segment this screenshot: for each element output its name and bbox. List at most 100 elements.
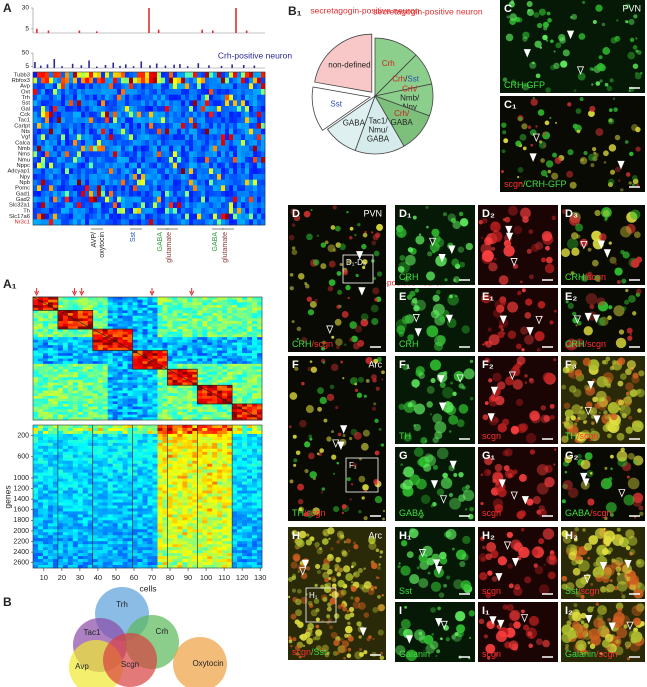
heatmap-cell (221, 202, 226, 209)
heatmap-cell (132, 305, 138, 308)
heatmap-cell (137, 185, 142, 192)
heatmap-cell (137, 366, 143, 370)
heatmap-cell (37, 334, 44, 338)
bar-title: Crh-positive neuron (218, 50, 292, 60)
heatmap-cell (137, 382, 143, 386)
heatmap-cell (152, 337, 158, 341)
heatmap-cell (232, 472, 238, 476)
heatmap-cell (53, 168, 58, 175)
heatmap-cell (192, 448, 198, 453)
heatmap-cell (85, 219, 90, 226)
heatmap-cell (92, 355, 99, 359)
heatmap-cell (49, 179, 54, 186)
heatmap-cell (33, 219, 38, 226)
heatmap-cell (92, 299, 99, 303)
heatmap-cell (47, 466, 54, 470)
heatmap-cell (87, 409, 94, 413)
heatmap-cell (205, 191, 210, 197)
heatmap-cell (162, 395, 168, 399)
heatmap-cell (261, 106, 266, 112)
heatmap-cell (125, 145, 130, 152)
heatmap-cell (247, 403, 253, 407)
heatmap-cell (181, 100, 186, 107)
heatmap-cell (72, 374, 79, 378)
heatmap-cell (101, 219, 106, 226)
heatmap-cell (42, 427, 49, 432)
heatmap-cell (152, 460, 158, 465)
heatmap-cell (112, 299, 118, 303)
heatmap-cell (77, 162, 82, 169)
heatmap-cell (202, 478, 208, 482)
heatmap-cell (33, 89, 38, 95)
heatmap-cell (169, 77, 174, 84)
heatmap-cell (122, 318, 128, 322)
heatmap-cell (187, 339, 193, 343)
heatmap-cell (125, 208, 130, 214)
heatmap-cell (232, 475, 238, 479)
heatmap-cell (217, 469, 223, 473)
heatmap-cell (132, 379, 138, 383)
heatmap-cell (227, 377, 233, 381)
heatmap-cell (257, 111, 262, 118)
heatmap-cell (77, 374, 84, 378)
heatmap-cell (173, 77, 178, 84)
heatmap-cell (222, 299, 228, 303)
heatmap-cell (85, 145, 90, 152)
heatmap-cell (241, 83, 246, 90)
heatmap-cell (113, 128, 118, 135)
heatmap-cell (97, 371, 103, 375)
heatmap-cell (202, 363, 208, 367)
heatmap-cell (147, 395, 153, 399)
bar (53, 59, 56, 68)
heatmap-cell (192, 457, 198, 462)
heatmap-cell (229, 89, 234, 95)
heatmap-cell (145, 191, 150, 197)
heatmap-cell (127, 329, 133, 333)
heatmap-cell (53, 111, 58, 118)
heatmap-cell (97, 411, 103, 415)
heatmap-cell (213, 83, 218, 90)
heatmap-cell (62, 502, 69, 506)
heatmap-cell (152, 403, 158, 407)
heatmap-cell (172, 472, 178, 476)
heatmap-cell (161, 202, 166, 209)
heatmap-cell (82, 430, 89, 435)
heatmap-cell (227, 472, 233, 476)
heatmap-cell (187, 484, 193, 488)
heatmap-cell (172, 377, 178, 381)
heatmap-cell (42, 355, 49, 359)
heatmap-cell (117, 371, 123, 375)
heatmap-cell (97, 339, 103, 343)
heatmap-cell (162, 326, 168, 330)
heatmap-cell (257, 326, 263, 330)
heatmap-cell (202, 472, 208, 476)
heatmap-cell (202, 371, 208, 375)
heatmap-cell (117, 406, 123, 410)
heatmap-cell (105, 145, 110, 152)
heatmap-cell (57, 382, 64, 386)
heatmap-cell (167, 350, 173, 354)
heatmap-cell (205, 145, 210, 152)
heatmap-cell (222, 454, 228, 459)
heatmap-cell (82, 310, 89, 314)
heatmap-cell (187, 374, 193, 378)
heatmap-cell (185, 140, 190, 146)
heatmap-cell (197, 174, 202, 180)
heatmap-cell (221, 123, 226, 129)
heatmap-cell (237, 140, 242, 146)
heatmap-cell (77, 89, 82, 95)
heatmap-cell (107, 339, 113, 343)
heatmap-cell (62, 484, 69, 488)
heatmap-cell (202, 493, 208, 497)
heatmap-cell (142, 433, 148, 438)
heatmap-cell (127, 496, 133, 500)
heatmap-cell (87, 454, 94, 459)
group-label: Sst (130, 232, 137, 242)
heatmap-cell (222, 442, 228, 447)
heatmap-cell (221, 83, 226, 90)
heatmap-cell (157, 377, 163, 381)
heatmap-cell (137, 430, 143, 435)
heatmap-cell (127, 374, 133, 378)
heatmap-cell (187, 481, 193, 485)
heatmap-cell (257, 469, 263, 473)
